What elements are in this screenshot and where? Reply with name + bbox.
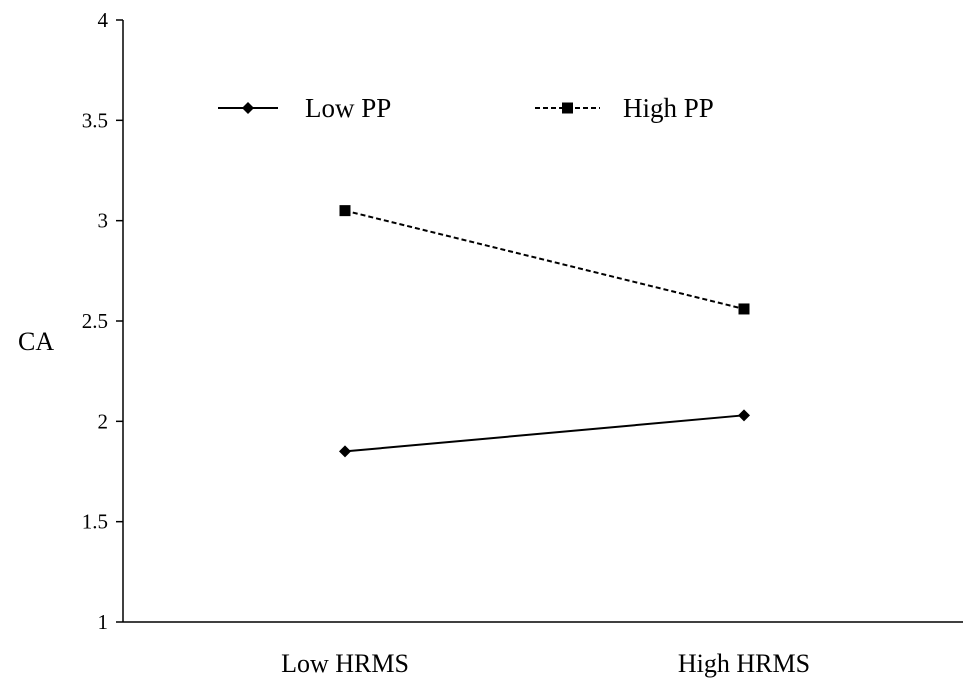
legend-marker: [242, 102, 254, 114]
x-category-label: Low HRMS: [281, 649, 409, 678]
x-categories: Low HRMS High HRMS: [281, 649, 810, 678]
y-tick-label: 4: [98, 8, 109, 32]
y-tick-label: 2: [98, 409, 109, 433]
y-tick-label: 2.5: [82, 309, 108, 333]
y-tick-label: 3: [98, 209, 109, 233]
data-point-marker: [339, 445, 351, 458]
y-tick-label: 1: [98, 610, 109, 634]
legend-marker: [562, 102, 573, 114]
series-line-1: [344, 414, 745, 453]
y-tick-label: 3.5: [82, 108, 108, 132]
data-point-marker: [339, 205, 351, 217]
series-lines: [344, 209, 745, 453]
y-axis-label: CA: [18, 327, 54, 356]
series-line-2: [344, 209, 745, 310]
legend-label: Low PP: [305, 93, 391, 123]
y-ticks: 1 1.5 2 2.5 3 3.5 4: [82, 8, 123, 634]
data-point-marker: [738, 303, 750, 315]
x-category-label: High HRMS: [678, 649, 810, 678]
y-tick-label: 1.5: [82, 510, 108, 534]
data-point-marker: [738, 409, 750, 422]
series-markers: [339, 205, 750, 458]
legend-label: High PP: [623, 93, 714, 123]
legend: Low PP High PP: [218, 93, 714, 123]
